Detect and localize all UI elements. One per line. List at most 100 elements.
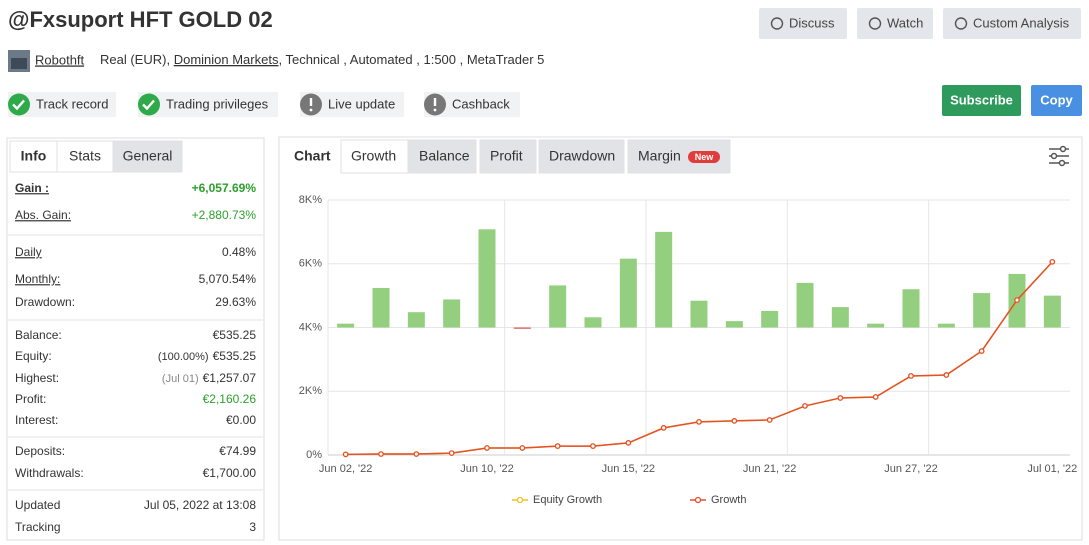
chart-tab[interactable]: [340, 139, 409, 174]
point: [660, 425, 667, 431]
point: [342, 451, 349, 458]
stat-value: +2,880.73%: [192, 208, 257, 222]
stats-panel: [6, 137, 265, 541]
button-icon: [868, 17, 882, 30]
button-label: Watch: [887, 15, 923, 30]
header-button[interactable]: [857, 8, 933, 39]
badge-label: Live update: [328, 96, 395, 111]
chart-tab-label: Margin: [638, 148, 681, 164]
bar: [407, 312, 425, 328]
button-icon: [770, 17, 784, 30]
exclamation: [309, 98, 313, 106]
stat-value: €2,160.26: [203, 392, 257, 406]
stats-tab-label: General: [123, 148, 173, 164]
bar: [761, 310, 779, 328]
button-label: Discuss: [789, 15, 835, 30]
avatar-detail: [11, 58, 27, 69]
legend-marker: [694, 496, 702, 504]
chart-panel: [278, 136, 1083, 541]
stats-tab[interactable]: [112, 140, 183, 173]
stat-label: Interest:: [15, 413, 58, 427]
stats-tab[interactable]: [56, 140, 114, 173]
bar: [443, 299, 461, 328]
owner-link[interactable]: Robothft: [35, 52, 85, 67]
stat-label: Daily: [15, 245, 42, 259]
button-label: Custom Analysis: [973, 15, 1070, 30]
point: [590, 443, 596, 449]
bar: [1043, 295, 1061, 328]
subscribe-button[interactable]: [942, 85, 1021, 116]
bar: [867, 323, 885, 328]
stat-label: Gain :: [15, 181, 49, 195]
point: [1049, 258, 1056, 265]
stats-tab-label: Info: [21, 148, 47, 164]
stat-value: Jul 05, 2022 at 13:08: [144, 498, 256, 512]
stat-value: €74.99: [219, 444, 256, 458]
y-tick-label: 6K%: [299, 258, 322, 270]
stat-value: +6,057.69%: [192, 181, 257, 195]
stat-value: 3: [249, 520, 256, 534]
settings-icon[interactable]: [1049, 145, 1069, 167]
stat-value: 5,070.54%: [199, 272, 257, 286]
legend-label[interactable]: Equity Growth: [533, 494, 602, 506]
stat-label: Updated: [15, 498, 60, 512]
bar: [973, 293, 991, 328]
badge-label: Trading privileges: [166, 96, 269, 111]
y-tick-label: 8K%: [299, 194, 322, 206]
chart-tab-label: Profit: [490, 148, 523, 164]
y-tick-label: 0%: [306, 449, 322, 461]
bar: [796, 282, 814, 328]
bar: [337, 323, 355, 328]
x-tick-label: Jun 21, '22: [743, 463, 796, 475]
exclamation-dot: [433, 108, 437, 112]
badge-label: Cashback: [452, 96, 510, 111]
point: [519, 445, 526, 451]
x-tick-label: Jun 02, '22: [319, 463, 372, 475]
chart-tab[interactable]: [538, 139, 625, 174]
chart-tab[interactable]: [408, 139, 477, 174]
legend-label[interactable]: Growth: [711, 494, 746, 506]
bar: [513, 327, 531, 329]
header-button[interactable]: [759, 8, 847, 39]
point: [378, 451, 384, 457]
chart-tab[interactable]: [479, 139, 537, 174]
badge-label: Track record: [36, 96, 108, 111]
x-tick-label: Jun 27, '22: [884, 463, 937, 475]
account-type: Real (EUR),: [100, 52, 170, 67]
stats-tab[interactable]: [9, 140, 58, 173]
point: [696, 418, 702, 425]
point: [978, 348, 985, 354]
point: [766, 417, 773, 423]
header-button[interactable]: [943, 8, 1081, 39]
broker-link[interactable]: Dominion Markets: [174, 52, 279, 67]
exclamation-dot: [309, 108, 313, 112]
subscribe-label: Subscribe: [950, 92, 1013, 107]
bar: [831, 307, 849, 328]
bar: [549, 285, 567, 328]
stat-value: 0.48%: [222, 245, 256, 259]
chart-tab-label: Growth: [351, 148, 396, 164]
chart-label: Chart: [294, 148, 331, 164]
check-mark: [142, 99, 155, 111]
bar: [690, 300, 708, 328]
button-icon: [954, 17, 968, 30]
x-tick-label: Jul 01, '22: [1027, 463, 1077, 475]
bar: [655, 231, 673, 328]
bar: [725, 321, 743, 328]
x-tick-label: Jun 10, '22: [460, 463, 513, 475]
stat-label: Equity:: [15, 349, 52, 363]
copy-button[interactable]: [1031, 85, 1082, 116]
new-badge-label: New: [695, 152, 715, 162]
point: [802, 403, 808, 409]
chart-tab-label: Drawdown: [549, 148, 615, 164]
stat-label: Profit:: [15, 392, 46, 406]
stat-value: €0.00: [226, 413, 256, 427]
point: [837, 395, 844, 401]
bar: [372, 287, 390, 328]
stat-label: Monthly:: [15, 272, 60, 286]
copy-label: Copy: [1040, 92, 1073, 107]
point: [1014, 297, 1020, 303]
new-badge: [688, 151, 720, 163]
bar: [478, 229, 496, 328]
x-tick-label: Jun 15, '22: [602, 463, 655, 475]
